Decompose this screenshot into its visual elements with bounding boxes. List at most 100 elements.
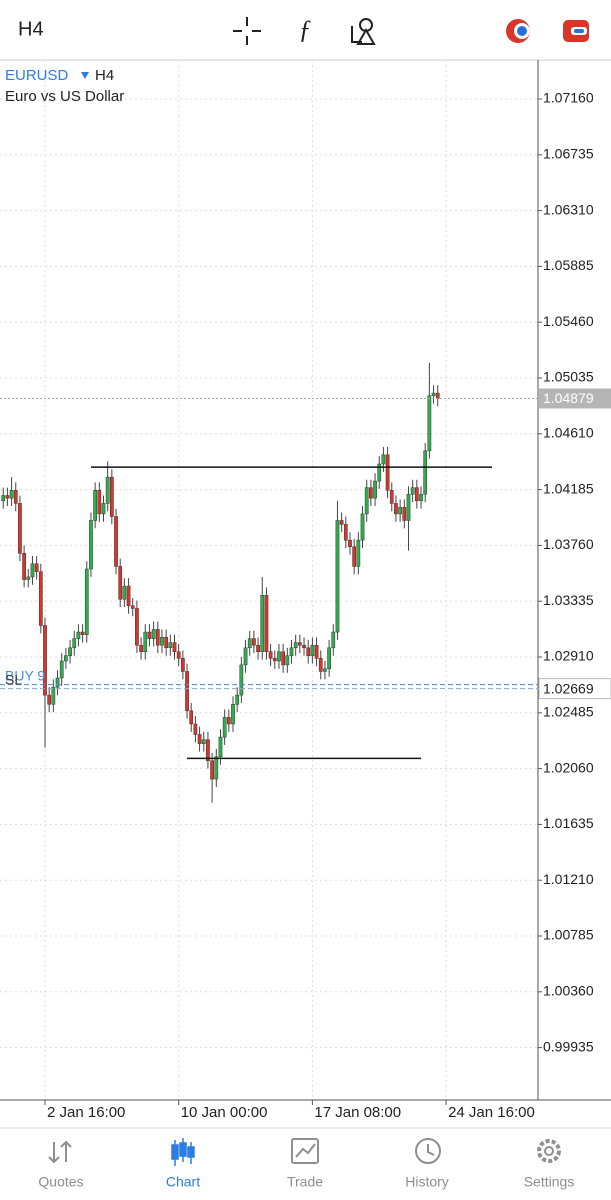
y-tick-label: 1.06310 <box>543 201 594 217</box>
candle-body <box>97 490 102 515</box>
candle-body <box>5 495 10 499</box>
candle-body <box>18 503 22 554</box>
candle-body <box>272 658 277 662</box>
x-tick-label: 24 Jan 16:00 <box>448 1104 535 1121</box>
y-tick-label: 1.04610 <box>543 425 594 441</box>
y-tick-label: 1.03335 <box>543 592 594 608</box>
candle-body <box>118 566 123 600</box>
candle-body <box>318 658 323 672</box>
candle-body <box>189 710 194 725</box>
candle-body <box>310 644 315 656</box>
candle-body <box>235 694 240 705</box>
candle-body <box>343 524 348 541</box>
candle-body <box>385 454 390 491</box>
trade-nav-icon[interactable] <box>291 1138 319 1164</box>
candle-body <box>84 568 89 635</box>
x-tick-label: 2 Jan 16:00 <box>47 1104 125 1121</box>
y-tick-label: 1.00360 <box>543 983 594 999</box>
candle-body <box>394 503 398 515</box>
candle-body <box>364 487 369 515</box>
y-tick-label: 1.06735 <box>543 145 594 161</box>
settings-icon[interactable] <box>537 1139 561 1163</box>
quotes-icon[interactable] <box>48 1140 72 1164</box>
chart-timeframe: H4 <box>95 67 114 84</box>
candle-body <box>143 631 148 653</box>
candle-body <box>47 694 52 705</box>
candle-body <box>147 631 152 639</box>
current-price-box <box>539 388 611 409</box>
candle-body <box>55 677 60 688</box>
candle-body <box>214 756 219 780</box>
candle-body <box>185 671 189 712</box>
candle-body <box>402 507 407 521</box>
candle-body <box>243 647 248 666</box>
y-tick-label: 1.02060 <box>543 759 594 775</box>
timeframe-button[interactable]: H4 <box>18 18 44 40</box>
nav-label[interactable]: Chart <box>166 1174 200 1190</box>
order-label: SL <box>5 671 22 687</box>
symbol-description: Euro vs US Dollar <box>5 88 124 105</box>
chart-icon[interactable] <box>171 1138 195 1166</box>
candle-body <box>406 493 411 521</box>
candle-body <box>93 490 97 521</box>
chart-area: 1.07160 1.06735 1.06310 1.05885 1.05460 1.050… <box>0 59 611 1121</box>
symbol[interactable]: EURUSD <box>5 67 69 84</box>
candle-body <box>122 585 127 600</box>
candle-body <box>26 576 31 580</box>
candle-body <box>352 546 357 567</box>
candle-body <box>72 638 77 649</box>
candle-body <box>260 595 265 653</box>
nav-label[interactable]: History <box>405 1174 449 1190</box>
candle-body <box>226 717 231 725</box>
nav-label[interactable]: Settings <box>524 1174 575 1190</box>
candle-body <box>435 392 440 399</box>
candle-body <box>231 704 235 725</box>
crosshair-icon[interactable] <box>233 17 261 45</box>
candle-body <box>114 516 118 567</box>
candle-body <box>89 520 93 570</box>
candle-body <box>348 539 352 547</box>
x-tick-label: 10 Jan 00:00 <box>181 1104 268 1121</box>
candle-body <box>323 668 327 672</box>
candle-body <box>281 651 285 666</box>
candle-body <box>34 563 39 572</box>
candle-body <box>80 631 85 635</box>
objects-icon[interactable] <box>351 18 376 45</box>
y-tick-label: 1.02910 <box>543 648 594 664</box>
candle-body <box>247 638 252 649</box>
nav-label[interactable]: Quotes <box>38 1174 83 1190</box>
indicators-icon[interactable]: ƒ <box>299 15 312 44</box>
y-tick-label: 1.07160 <box>543 90 594 106</box>
candle-body <box>239 664 244 696</box>
chart-header: EURUSD H4 Euro vs US Dollar <box>5 67 124 105</box>
y-tick-label: 0.99935 <box>543 1038 594 1054</box>
candle-body <box>109 476 114 517</box>
nav-label[interactable]: Trade <box>287 1174 323 1190</box>
candle-body <box>43 625 47 696</box>
candle-body <box>331 631 336 649</box>
y-tick-label: 1.05035 <box>543 369 594 385</box>
candle-body <box>268 651 273 659</box>
candle-body <box>410 487 415 495</box>
candle-body <box>68 647 72 656</box>
candle-body <box>381 454 386 465</box>
candle-body <box>339 520 344 525</box>
account-icon[interactable] <box>506 19 530 43</box>
history-icon[interactable] <box>415 1138 441 1164</box>
candle-body <box>427 395 432 452</box>
candle-body <box>176 651 181 659</box>
y-tick-label: 1.02485 <box>543 704 594 720</box>
symbol-dropdown[interactable] <box>81 72 89 79</box>
candle-body <box>101 503 106 515</box>
candle-body <box>419 493 423 502</box>
candle-body <box>9 490 14 499</box>
candle-body <box>222 717 227 738</box>
candle-body <box>130 605 135 609</box>
x-tick-label: 17 Jan 08:00 <box>314 1104 401 1121</box>
candle-body <box>201 739 206 744</box>
candle-body <box>22 553 26 580</box>
candle-body <box>423 450 428 495</box>
trade-icon[interactable] <box>563 20 589 42</box>
